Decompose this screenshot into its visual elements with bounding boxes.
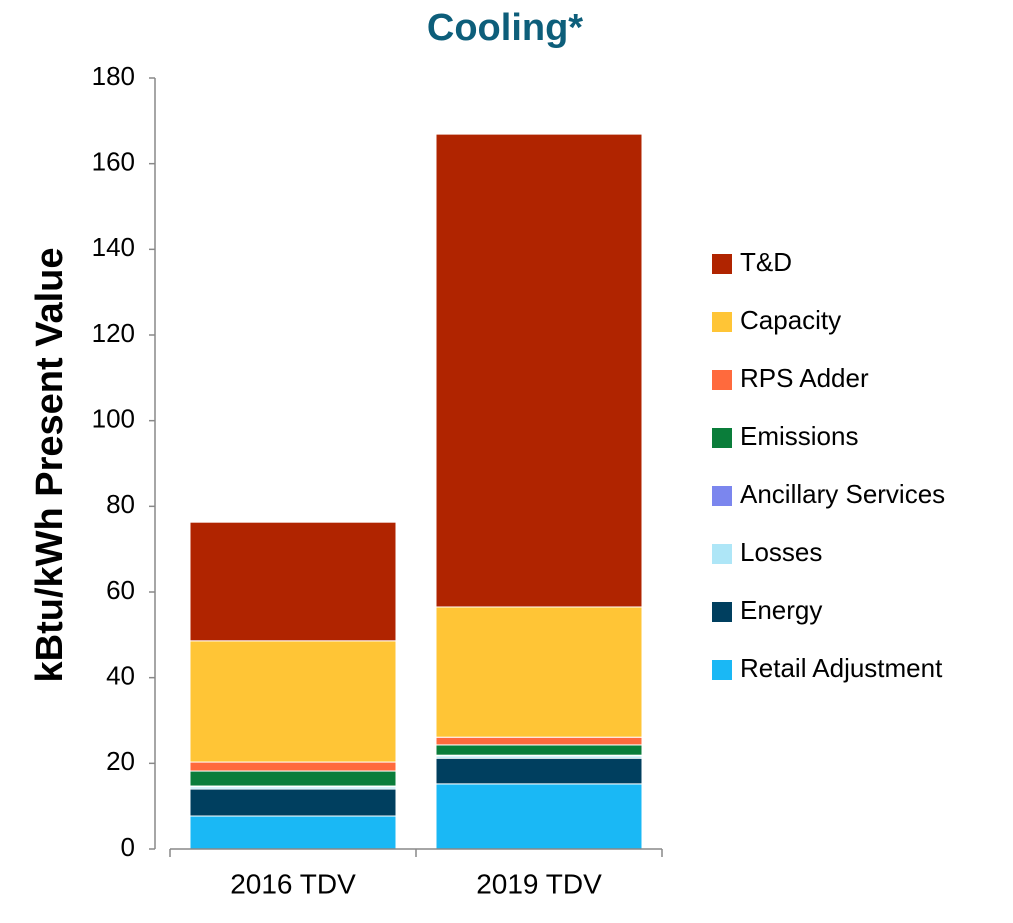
bar-segment (435, 757, 643, 785)
legend-label: RPS Adder (740, 363, 869, 393)
legend-swatch (712, 660, 732, 680)
y-tick-label: 0 (121, 832, 135, 862)
y-tick-label: 100 (92, 404, 135, 434)
x-tick-label: 2019 TDV (476, 868, 602, 899)
y-tick-label: 140 (92, 232, 135, 262)
bar-segment (189, 770, 397, 787)
legend-label: Losses (740, 537, 822, 567)
legend-swatch (712, 312, 732, 332)
bar-segment (435, 606, 643, 738)
legend-swatch (712, 544, 732, 564)
legend-label: Energy (740, 595, 822, 625)
bar-segment (189, 640, 397, 763)
bar-segment (189, 788, 397, 817)
legend-label: T&D (740, 247, 792, 277)
legend-swatch (712, 370, 732, 390)
legend-swatch (712, 428, 732, 448)
chart-title: Cooling* (427, 7, 583, 49)
bar-segment (189, 815, 397, 850)
legend-swatch (712, 254, 732, 274)
bar-segment (435, 783, 643, 850)
y-tick-label: 20 (106, 746, 135, 776)
bar-segment (189, 761, 397, 772)
y-tick-label: 80 (106, 489, 135, 519)
bar-segment (435, 133, 643, 608)
y-tick-label: 160 (92, 147, 135, 177)
y-tick-label: 40 (106, 661, 135, 691)
y-tick-label: 120 (92, 318, 135, 348)
bar-segment (435, 744, 643, 756)
legend-label: Ancillary Services (740, 479, 945, 509)
legend-swatch (712, 602, 732, 622)
y-tick-label: 60 (106, 575, 135, 605)
x-tick-label: 2016 TDV (230, 868, 356, 899)
legend-swatch (712, 486, 732, 506)
legend-label: Retail Adjustment (740, 653, 943, 683)
bar-segment (189, 521, 397, 642)
legend-label: Capacity (740, 305, 841, 335)
bar-segment (435, 736, 643, 746)
y-axis-label: kBtu/kWh Present Value (29, 247, 71, 682)
y-tick-label: 180 (92, 61, 135, 91)
legend-label: Emissions (740, 421, 858, 451)
